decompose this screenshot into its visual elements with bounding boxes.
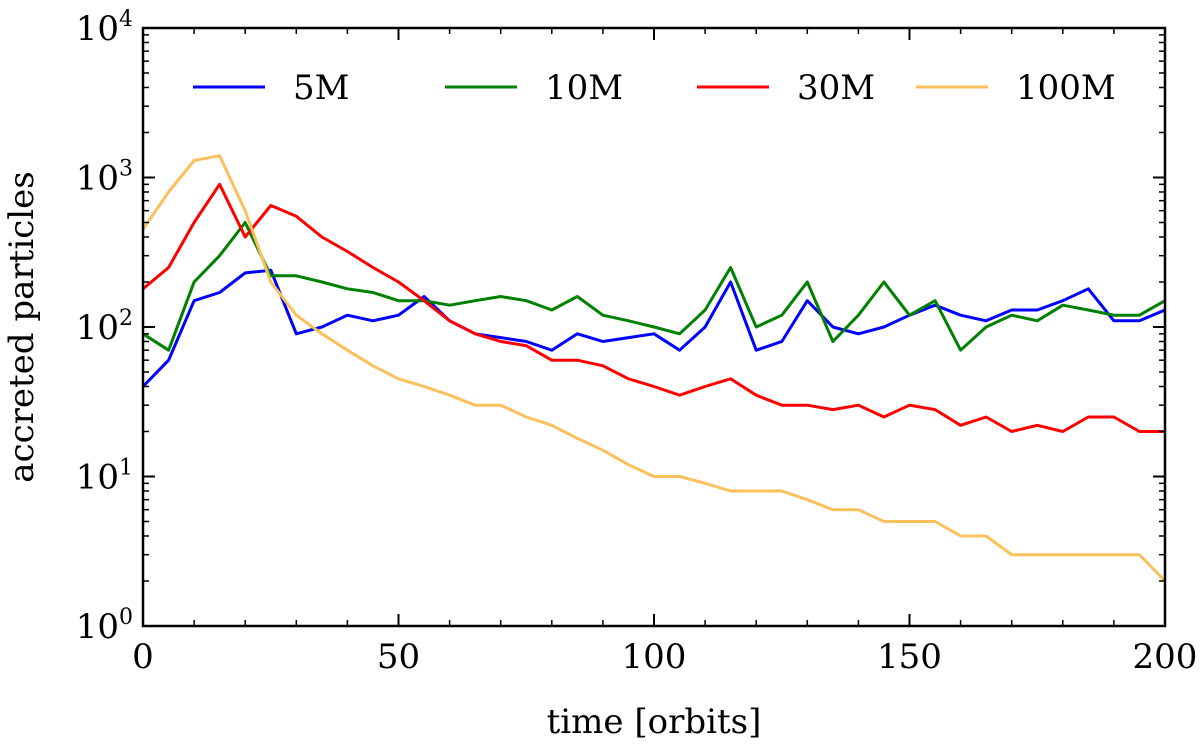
x-tick-label: 200 — [1133, 637, 1198, 677]
y-axis-label: accreted particles — [2, 171, 42, 482]
y-tick-label: 104 — [76, 7, 133, 49]
legend-label-100M: 100M — [1016, 68, 1116, 108]
y-tick-label: 103 — [76, 157, 133, 199]
y-tick-label: 102 — [76, 306, 133, 348]
y-tick-label: 101 — [76, 456, 133, 498]
series-layer — [141, 154, 1167, 583]
legend-label-5M: 5M — [293, 68, 349, 108]
x-axis-label: time [orbits] — [547, 702, 762, 742]
ticks-layer: 0 50 100 150 200 100 101 102 103 104 — [76, 7, 1198, 677]
x-tick-label: 50 — [377, 637, 420, 677]
legend-label-30M: 30M — [797, 68, 875, 108]
x-tick-label: 0 — [132, 637, 154, 677]
x-tick-label: 150 — [877, 637, 942, 677]
plot-frame — [141, 26, 1167, 628]
series-line-100M — [141, 154, 1167, 583]
y-tick-label: 100 — [76, 605, 133, 647]
legend-label-10M: 10M — [545, 68, 623, 108]
legend: 5M 10M 30M 100M — [193, 68, 1116, 108]
series-line-30M — [142, 182, 1165, 433]
x-tick-label: 100 — [622, 637, 687, 677]
series-line-10M — [142, 221, 1166, 352]
